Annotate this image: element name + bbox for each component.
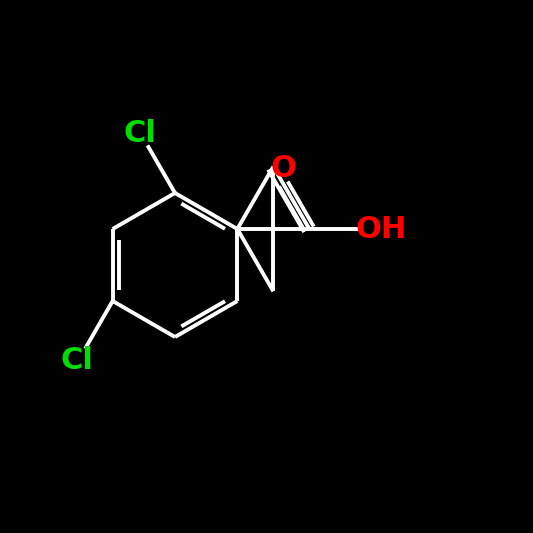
Text: Cl: Cl <box>123 119 156 148</box>
Text: O: O <box>270 155 296 183</box>
Text: OH: OH <box>356 214 407 244</box>
Text: Cl: Cl <box>61 346 94 375</box>
